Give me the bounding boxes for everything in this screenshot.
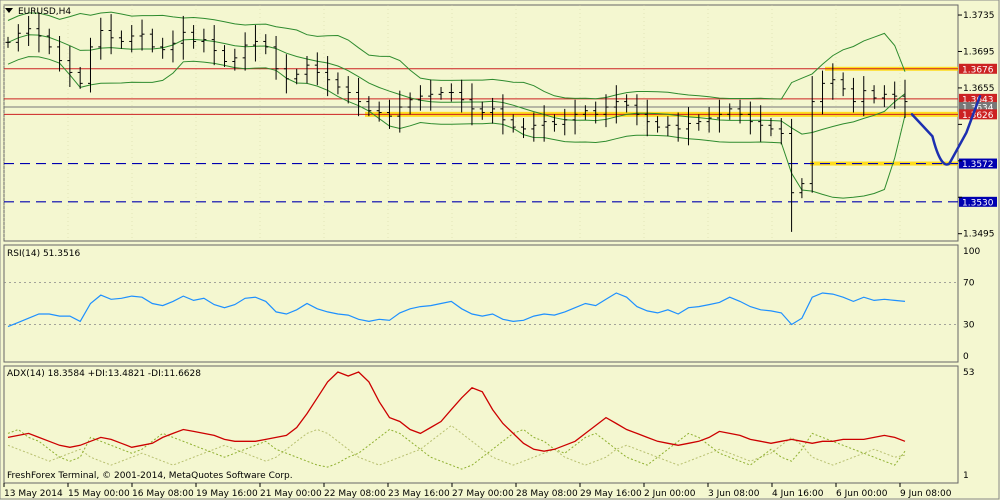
x-axis-label: 16 May 08:00: [132, 489, 194, 499]
price-level-tag: [959, 196, 997, 207]
bollinger-lower-line: [7, 56, 906, 199]
price-level-tag: [959, 158, 997, 169]
x-axis-label: 6 Jun 00:00: [836, 489, 888, 499]
adx-title: ADX(14) 18.3584 +DI:13.4821 -DI:11.6628: [7, 369, 201, 379]
x-axis-label: 4 Jun 16:00: [772, 489, 824, 499]
symbol-dropdown-icon[interactable]: [5, 8, 13, 13]
adx-y-label: 1: [963, 471, 969, 481]
x-axis-label: 21 May 00:00: [260, 489, 322, 499]
rsi-y-label: 30: [963, 321, 975, 331]
adx-line: [7, 371, 906, 452]
x-axis-label: 19 May 16:00: [196, 489, 258, 499]
x-axis-label: 28 May 08:00: [516, 489, 578, 499]
price-level-tag: [959, 102, 997, 113]
x-axis-label: 13 May 2014: [4, 489, 63, 499]
x-axis-label: 27 May 00:00: [452, 489, 514, 499]
x-axis-label: 3 Jun 08:00: [708, 489, 760, 499]
price-level-tag-label: 1.3572: [962, 160, 994, 170]
panel-frame-2: [3, 244, 959, 363]
price-level-tag-label: 1.3676: [962, 65, 994, 75]
price-level-tag: [959, 63, 997, 74]
copyright-text: FreshForex Terminal, © 2001-2014, MetaQu…: [7, 471, 293, 481]
y-axis-label: 1.3735: [963, 11, 995, 21]
rsi-title: RSI(14) 51.3516: [7, 249, 80, 259]
x-axis-label: 9 Jun 08:00: [900, 489, 952, 499]
rsi-line: [7, 292, 906, 328]
rsi-y-label: 100: [963, 247, 980, 257]
adx-y-label: 53: [963, 368, 974, 378]
x-axis-label: 23 May 16:00: [388, 489, 450, 499]
price-level-tag-label: 1.3626: [962, 111, 994, 121]
panel-frame-3: [3, 365, 959, 484]
y-axis-label: 1.3495: [963, 230, 995, 240]
x-axis-label: 22 May 08:00: [324, 489, 386, 499]
main-chart-title: EURUSD,H4: [18, 7, 71, 17]
price-level-tag-label: 1.3530: [962, 198, 994, 208]
projection-curve: [910, 94, 982, 166]
x-axis-label: 15 May 00:00: [68, 489, 130, 499]
rsi-y-label: 0: [963, 352, 969, 362]
di-plus-line: [7, 428, 906, 470]
x-axis-label: 2 Jun 00:00: [644, 489, 696, 499]
price-level-tag: [959, 109, 997, 120]
bollinger-upper-line: [7, 11, 906, 100]
x-axis-label: 29 May 16:00: [580, 489, 642, 499]
panel-frame-1: [3, 4, 959, 242]
bollinger-middle-line: [7, 34, 906, 135]
y-axis-label: 1.3695: [963, 47, 995, 57]
y-axis-label: 1.3655: [963, 84, 995, 94]
price-level-tag-label: 1.3634: [962, 104, 994, 114]
rsi-y-label: 70: [963, 279, 975, 289]
di-minus-line: [7, 424, 906, 466]
